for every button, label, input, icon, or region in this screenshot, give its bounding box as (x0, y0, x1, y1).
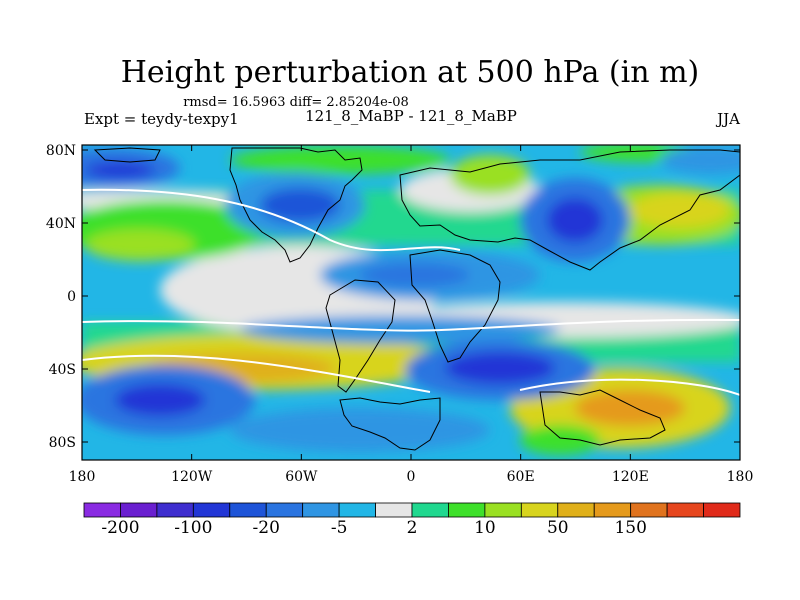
colorbar-label: 150 (614, 518, 646, 538)
colorbar-swatch (265, 502, 304, 518)
colorbar-swatch (630, 502, 668, 518)
lon-tick-label: 180 (727, 469, 754, 485)
lon-tick-label: 120W (171, 469, 213, 485)
lon-tick-label: 120E (612, 469, 649, 485)
colorbar-label: -5 (331, 518, 348, 538)
lat-tick-label: 40N (46, 216, 76, 232)
colorbar: -200 -100 -20 -5 2 10 50 150 (83, 502, 741, 538)
lon-tick-label: 60E (507, 469, 535, 485)
lat-tick-label: 80S (49, 435, 76, 451)
latitude-axis: 80N 40N 0 40S 80S (46, 143, 740, 451)
colorbar-swatch (666, 502, 704, 518)
colorbar-label: 2 (407, 518, 418, 538)
colorbar-swatch (302, 502, 340, 518)
stats-label: rmsd= 16.5963 diff= 2.85204e-08 (183, 95, 409, 110)
lat-tick-label: 40S (49, 362, 76, 378)
longitude-axis: 180 120W 60W 0 60E 120E 180 (69, 145, 754, 485)
colorbar-label: 50 (547, 518, 569, 538)
lon-tick-label: 0 (407, 469, 416, 485)
colorbar-swatch (375, 502, 413, 518)
colorbar-label: -200 (101, 518, 139, 538)
colorbar-label: -100 (174, 518, 212, 538)
colorbar-swatch (484, 502, 522, 518)
season-label: JJA (715, 110, 740, 128)
experiment-label: Expt = teydy-texpy1 (84, 110, 239, 128)
colorbar-label: 10 (474, 518, 496, 538)
colorbar-swatch (229, 502, 267, 518)
colorbar-swatch (411, 502, 449, 518)
lon-tick-label: 60W (285, 469, 318, 485)
lon-tick-label: 180 (69, 469, 96, 485)
plot-title: Height perturbation at 500 hPa (in m) (121, 55, 699, 90)
lat-tick-label: 0 (67, 289, 76, 305)
colorbar-swatch (192, 502, 231, 518)
colorbar-swatch (593, 502, 632, 518)
colorbar-swatch (448, 502, 486, 518)
zero-contour (82, 188, 740, 396)
colorbar-label: -20 (253, 518, 280, 538)
colorbar-swatch (83, 502, 121, 518)
colorbar-swatch (338, 502, 376, 518)
colorbar-swatch (156, 502, 194, 518)
case-label: 121_8_MaBP - 121_8_MaBP (305, 107, 517, 125)
colorbar-swatch (120, 502, 158, 518)
lat-tick-label: 80N (46, 143, 76, 159)
colorbar-swatch (520, 502, 559, 518)
colorbar-swatch (703, 502, 741, 518)
colorbar-swatch (557, 502, 595, 518)
contour-field (82, 145, 740, 460)
coastline-outlines (93, 147, 740, 451)
